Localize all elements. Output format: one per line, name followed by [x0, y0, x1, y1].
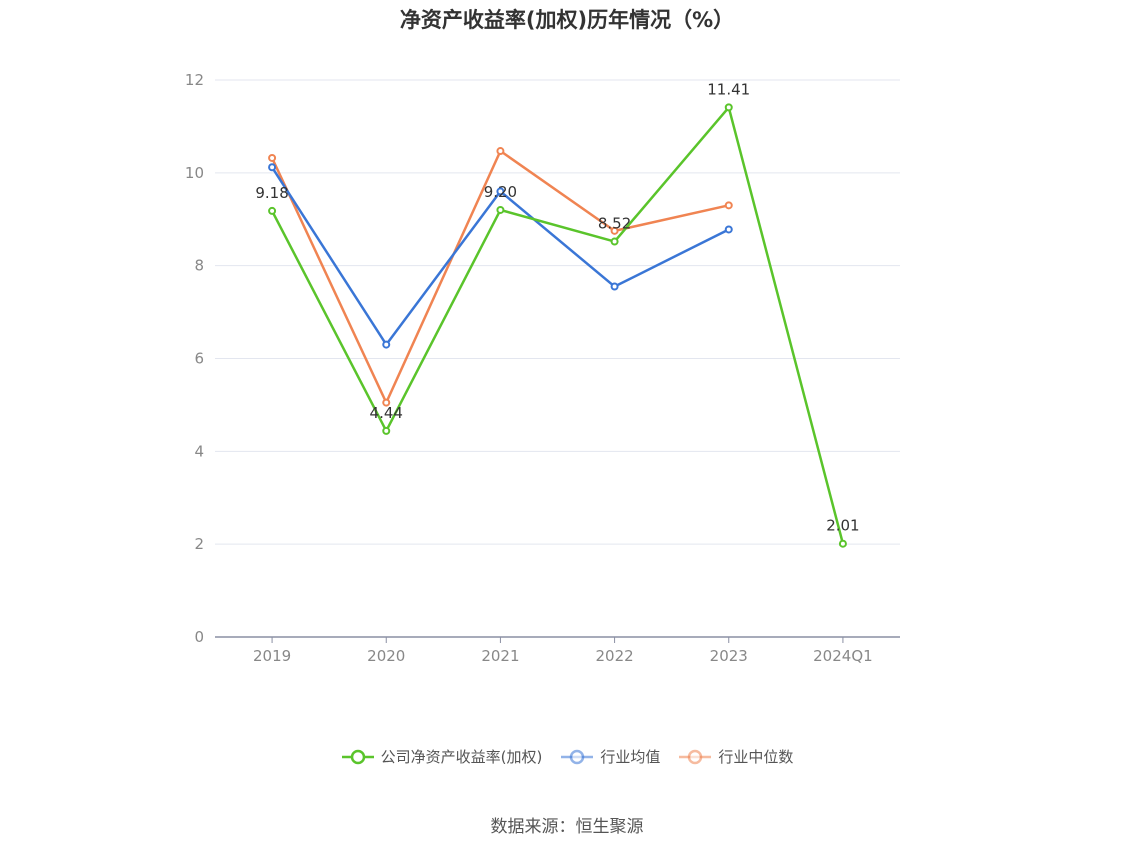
legend-label: 行业均值 [600, 748, 661, 766]
data-point [382, 398, 391, 407]
y-tick-label: 10 [185, 164, 204, 182]
legend: 公司净资产收益率(加权) 行业均值 行业中位数 [0, 746, 1134, 767]
label-layer: 9.18 4.44 9.20 8.52 11.41 2.01 [255, 80, 859, 534]
y-tick-label: 4 [194, 442, 204, 460]
x-tick-label: 2023 [710, 647, 748, 665]
data-label: 9.20 [484, 183, 517, 201]
data-point [724, 103, 733, 112]
y-tick-label: 2 [194, 535, 204, 553]
data-point [268, 153, 277, 162]
legend-item[interactable]: 行业中位数 [678, 746, 793, 767]
x-tick-label: 2022 [595, 647, 633, 665]
data-point [496, 187, 505, 196]
legend-item[interactable]: 公司净资产收益率(加权) [341, 746, 543, 767]
data-label: 2.01 [826, 517, 859, 535]
data-point [268, 163, 277, 172]
data-point [496, 205, 505, 214]
data-label: 8.52 [598, 215, 631, 233]
x-tick-label: 2020 [367, 647, 405, 665]
data-point [610, 282, 619, 291]
series-line [270, 106, 845, 545]
data-point [724, 201, 733, 210]
data-point [268, 206, 277, 215]
y-tick-label: 12 [185, 71, 204, 89]
data-point [382, 426, 391, 435]
legend-label: 行业中位数 [718, 748, 794, 766]
legend-item[interactable]: 行业均值 [560, 746, 660, 767]
legend-marker-icon [679, 749, 712, 764]
x-tick-label: 2021 [481, 647, 519, 665]
legend-marker-icon [561, 749, 594, 764]
y-tick-label: 6 [194, 350, 204, 368]
x-tick-label: 2024Q1 [813, 647, 873, 665]
data-point [382, 340, 391, 349]
chart-title: 净资产收益率(加权)历年情况（%） [399, 8, 735, 32]
data-point [838, 539, 847, 548]
data-label: 4.44 [370, 404, 403, 422]
data-point [610, 226, 619, 235]
legend-marker-icon [341, 749, 374, 764]
source-note: 数据来源：恒生聚源 [490, 817, 644, 837]
data-label: 9.18 [255, 184, 288, 202]
y-tick-label: 8 [194, 257, 204, 275]
legend-label: 公司净资产收益率(加权) [380, 748, 543, 766]
grid-layer [215, 79, 900, 545]
data-point [496, 147, 505, 156]
axis-layer: 0 2 4 6 8 10 12 2019 2020 2021 2022 2023 2024Q1 [185, 71, 900, 665]
data-label: 11.41 [707, 80, 750, 98]
data-point [724, 225, 733, 234]
x-tick-label: 2019 [253, 647, 291, 665]
series-layer [268, 103, 847, 548]
y-tick-label: 0 [194, 628, 204, 646]
data-point [610, 237, 619, 246]
